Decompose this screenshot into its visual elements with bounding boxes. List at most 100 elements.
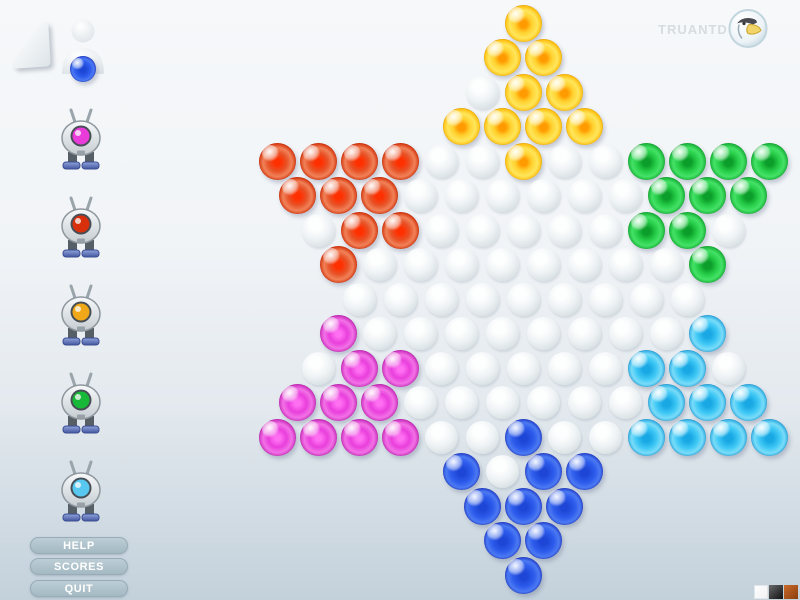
board-hole[interactable] [465,144,499,178]
marble-green[interactable] [750,142,788,180]
marble-yellow[interactable] [545,73,583,111]
marble-yellow[interactable] [443,108,480,145]
marble-magenta[interactable] [279,384,316,421]
marble-cyan[interactable] [689,315,726,352]
board-hole[interactable] [650,317,683,350]
marble-green[interactable] [627,211,665,249]
board-hole[interactable] [465,420,499,454]
board-hole[interactable] [486,317,519,350]
board-hole[interactable] [588,144,622,178]
board-hole[interactable] [588,282,622,316]
board-hole[interactable] [609,317,642,350]
marble-cyan[interactable] [730,384,767,421]
board-hole[interactable] [527,317,560,350]
board-hole[interactable] [486,179,519,212]
marble-blue[interactable] [504,556,542,594]
marble-cyan[interactable] [750,418,788,456]
board-hole[interactable] [629,282,663,316]
board-hole[interactable] [588,213,622,247]
board-hole[interactable] [568,248,601,281]
board-hole[interactable] [301,213,335,247]
board-hole[interactable] [588,351,622,385]
board-hole[interactable] [609,386,642,419]
marble-yellow[interactable] [525,108,562,145]
marble-yellow[interactable] [504,142,542,180]
marble-red[interactable] [340,211,378,249]
board-hole[interactable] [547,351,581,385]
board-hole[interactable] [506,282,540,316]
marble-yellow[interactable] [484,39,521,76]
board-hole[interactable] [506,351,540,385]
marble-cyan[interactable] [709,418,747,456]
marble-magenta[interactable] [340,349,378,387]
board-hole[interactable] [711,351,745,385]
board-hole[interactable] [711,213,745,247]
marble-red[interactable] [361,177,398,214]
marble-red[interactable] [320,246,357,283]
marble-magenta[interactable] [361,384,398,421]
scores-button[interactable]: SCORES [30,558,128,575]
marble-cyan[interactable] [648,384,685,421]
marble-magenta[interactable] [381,418,419,456]
marble-yellow[interactable] [566,108,603,145]
marble-green[interactable] [668,142,706,180]
quit-button[interactable]: QUIT [30,580,128,597]
board-hole[interactable] [547,282,581,316]
marble-red[interactable] [381,142,419,180]
marble-blue[interactable] [566,453,603,490]
marble-green[interactable] [709,142,747,180]
board-hole[interactable] [363,248,396,281]
board-hole[interactable] [547,420,581,454]
marble-cyan[interactable] [668,418,706,456]
board-hole[interactable] [424,144,458,178]
marble-green[interactable] [668,211,706,249]
board-hole[interactable] [424,420,458,454]
marble-magenta[interactable] [320,384,357,421]
board-hole[interactable] [527,248,560,281]
marble-red[interactable] [299,142,337,180]
marble-red[interactable] [279,177,316,214]
marble-blue[interactable] [525,453,562,490]
board-hole[interactable] [527,179,560,212]
marble-cyan[interactable] [689,384,726,421]
board-hole[interactable] [383,282,417,316]
marble-cyan[interactable] [627,418,665,456]
marble-yellow[interactable] [504,73,542,111]
board-hole[interactable] [609,179,642,212]
marble-cyan[interactable] [627,349,665,387]
board-hole[interactable] [547,213,581,247]
board-hole[interactable] [527,386,560,419]
board-hole[interactable] [445,248,478,281]
marble-blue[interactable] [463,487,501,525]
board-hole[interactable] [547,144,581,178]
board-hole[interactable] [404,248,437,281]
board-hole[interactable] [486,455,519,488]
board-hole[interactable] [486,248,519,281]
board-hole[interactable] [486,386,519,419]
board-hole[interactable] [465,351,499,385]
marble-cyan[interactable] [668,349,706,387]
marble-magenta[interactable] [258,418,296,456]
board-hole[interactable] [404,317,437,350]
marble-green[interactable] [627,142,665,180]
board-hole[interactable] [568,317,601,350]
board-hole[interactable] [445,179,478,212]
marble-red[interactable] [340,142,378,180]
marble-blue[interactable] [545,487,583,525]
marble-blue[interactable] [484,522,521,559]
marble-red[interactable] [320,177,357,214]
board-hole[interactable] [424,351,458,385]
board-hole[interactable] [650,248,683,281]
board-hole[interactable] [301,351,335,385]
board-hole[interactable] [404,386,437,419]
board-hole[interactable] [588,420,622,454]
board-hole[interactable] [404,179,437,212]
marble-blue[interactable] [504,418,542,456]
marble-magenta[interactable] [320,315,357,352]
board-hole[interactable] [465,282,499,316]
marble-yellow[interactable] [525,39,562,76]
board-hole[interactable] [424,282,458,316]
board-hole[interactable] [568,179,601,212]
marble-blue[interactable] [443,453,480,490]
board-hole[interactable] [424,213,458,247]
